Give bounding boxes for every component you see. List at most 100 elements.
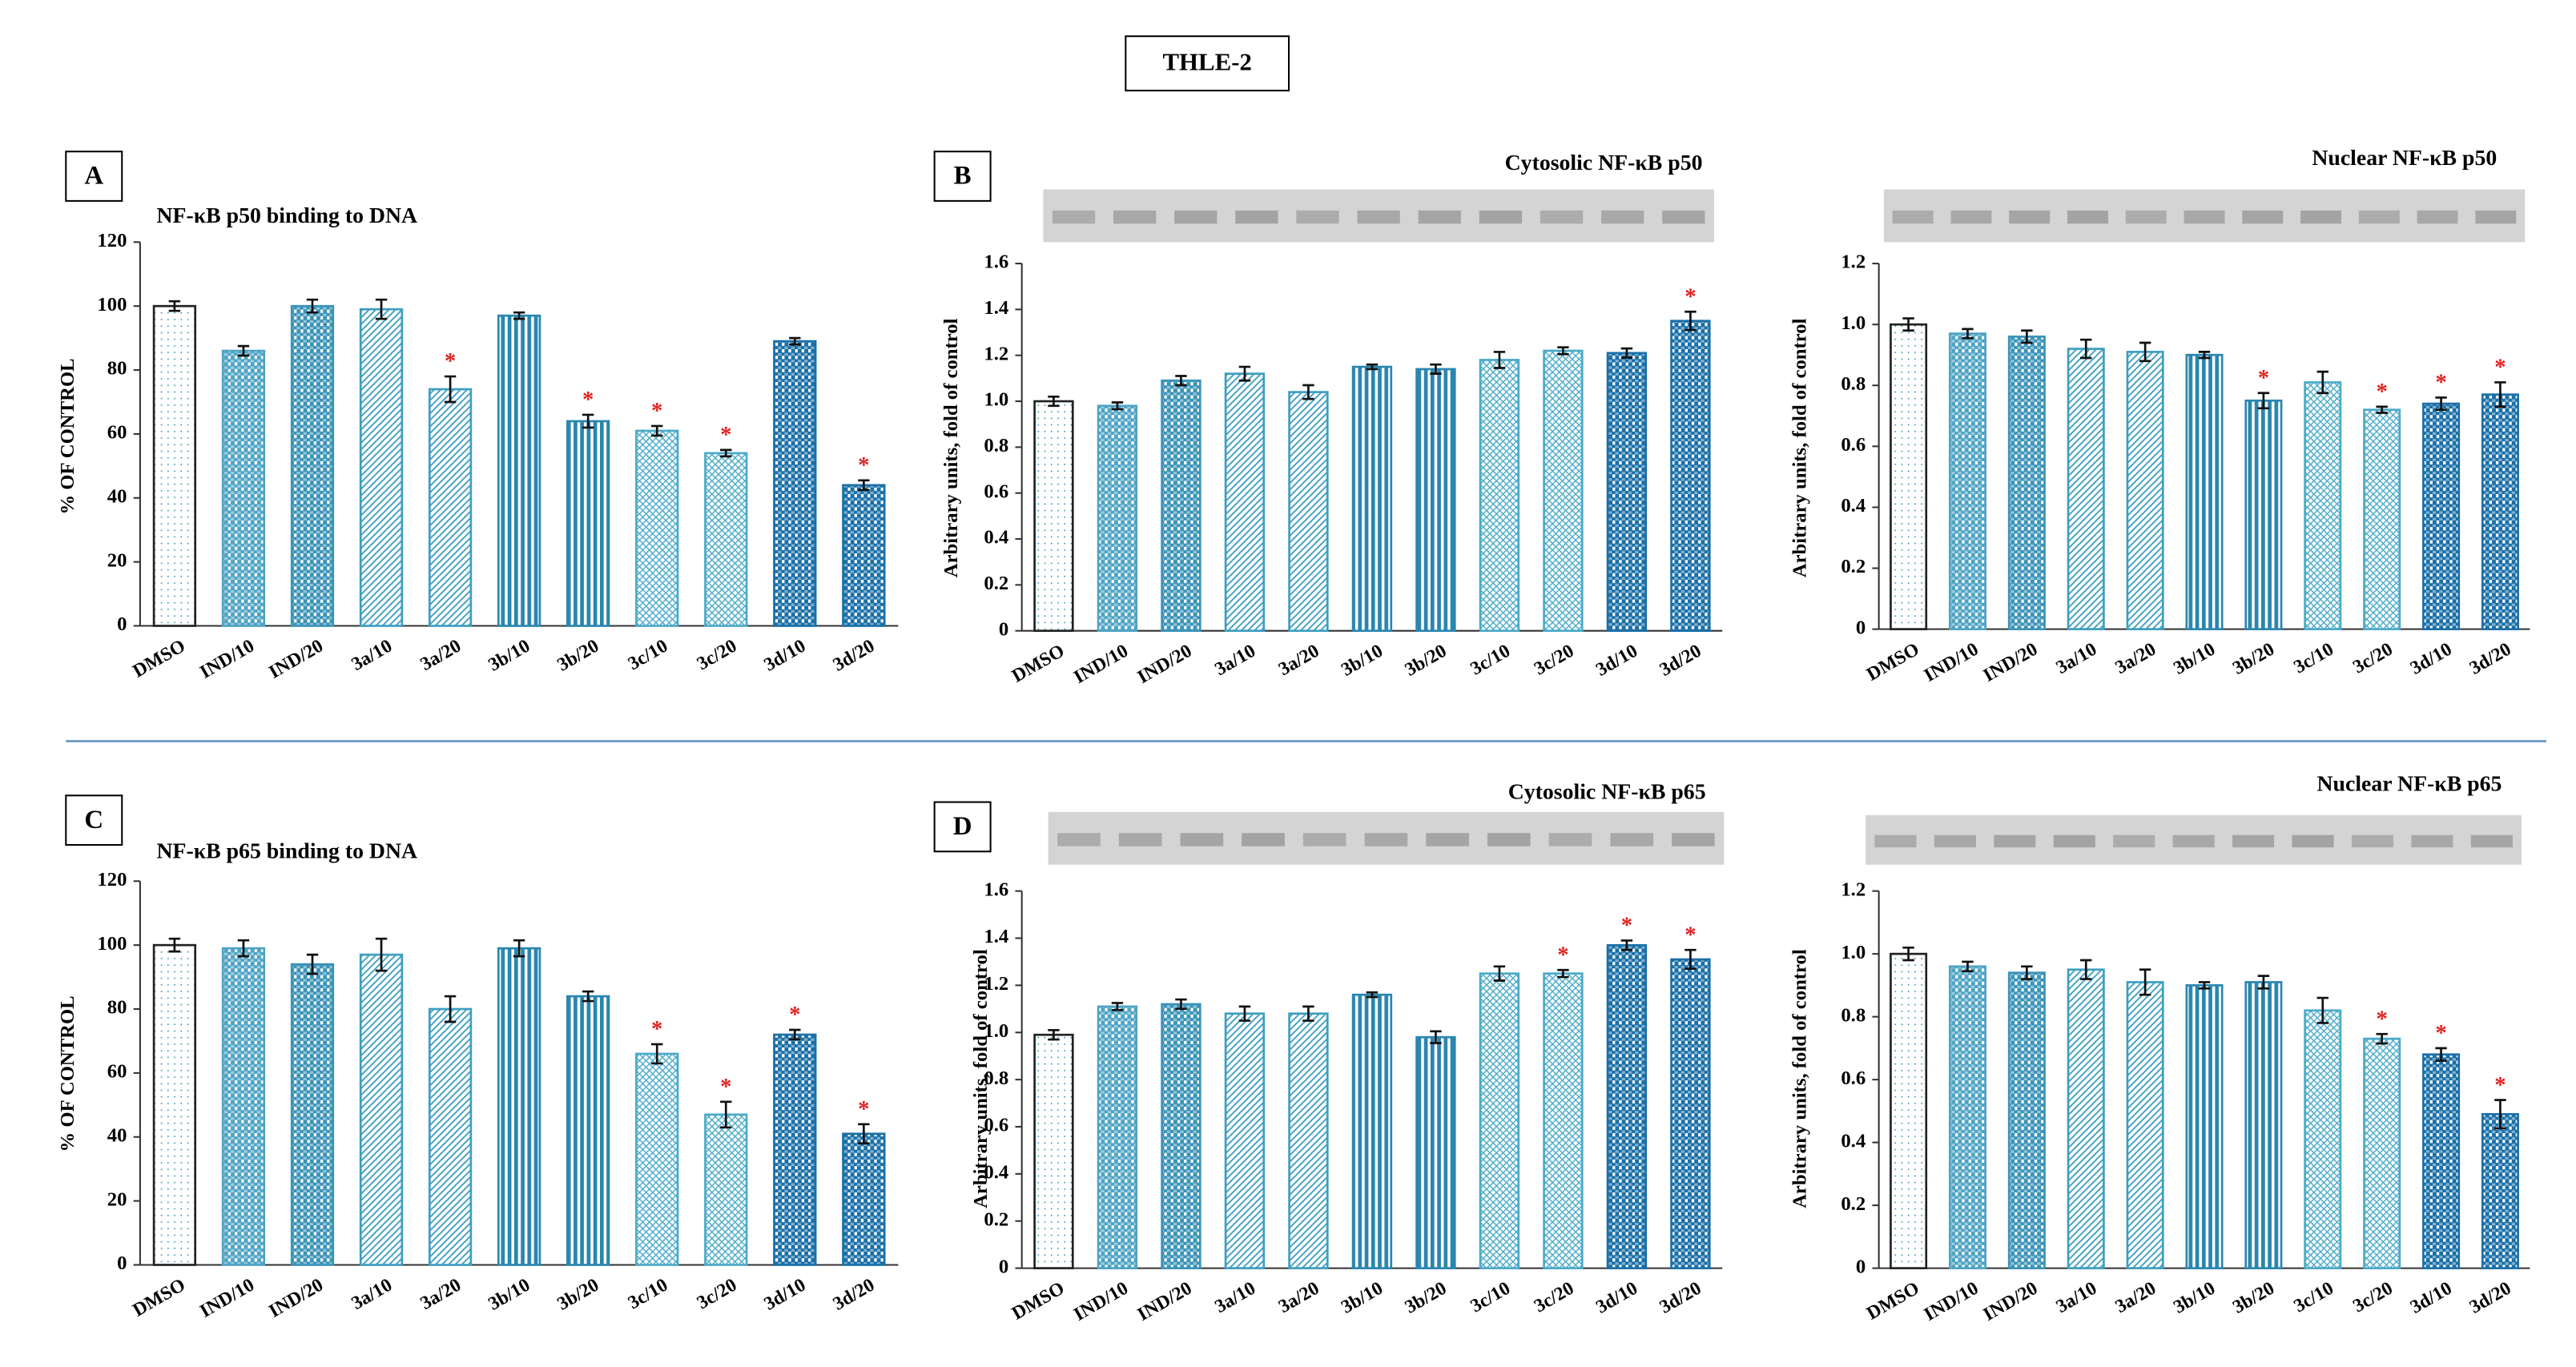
y-tick-label: 0 bbox=[117, 1252, 127, 1274]
y-tick-label: 60 bbox=[107, 422, 127, 444]
significance-mark: * bbox=[2494, 355, 2506, 380]
error-bar bbox=[1430, 1030, 1442, 1044]
significance-mark: * bbox=[789, 1002, 800, 1027]
y-tick-label: 0.8 bbox=[984, 1067, 1008, 1089]
significance-mark: * bbox=[651, 1016, 662, 1042]
bar bbox=[1097, 1005, 1138, 1269]
error-bar bbox=[1902, 317, 1914, 332]
bar bbox=[1033, 1033, 1074, 1269]
bar bbox=[1606, 352, 1648, 633]
x-tick-label: 3a/20 bbox=[417, 1275, 465, 1314]
significance-mark: * bbox=[2258, 365, 2269, 391]
x-tick-label: DMSO bbox=[130, 1275, 189, 1321]
y-tick-label: 0.8 bbox=[984, 435, 1008, 456]
y-axis-label: Arbitrary units, fold of control bbox=[1789, 318, 1811, 577]
error-bar bbox=[2080, 959, 2092, 980]
significance-mark: * bbox=[445, 348, 456, 374]
bar bbox=[2185, 984, 2224, 1269]
x-tick-label: 3d/10 bbox=[1592, 641, 1641, 681]
error-bar bbox=[1302, 1005, 1314, 1022]
bar bbox=[1479, 972, 1520, 1269]
y-tick-label: 0.8 bbox=[1841, 1004, 1866, 1026]
error-bar bbox=[2139, 341, 2151, 363]
bar bbox=[2422, 1053, 2461, 1269]
error-bar bbox=[306, 953, 319, 975]
panel-label: B bbox=[954, 162, 972, 191]
bar bbox=[2363, 408, 2401, 630]
y-tick-label: 1.6 bbox=[984, 878, 1008, 900]
bar bbox=[635, 429, 679, 627]
blot-band bbox=[2067, 210, 2108, 224]
blot-band bbox=[1934, 834, 1976, 848]
y-axis-label: % OF CONTROL bbox=[57, 995, 78, 1152]
bar bbox=[2481, 393, 2519, 630]
bar bbox=[2244, 399, 2283, 630]
bar bbox=[359, 953, 404, 1266]
bar bbox=[1890, 323, 1928, 630]
significance-mark: * bbox=[1557, 942, 1568, 967]
x-tick-label: 3b/20 bbox=[2229, 639, 2278, 679]
y-tick-label: 60 bbox=[107, 1061, 127, 1083]
x-tick-label: DMSO bbox=[130, 636, 189, 682]
significance-mark: * bbox=[2494, 1072, 2506, 1098]
y-tick-label: 1.2 bbox=[1841, 878, 1866, 900]
significance-mark: * bbox=[651, 398, 662, 424]
blot-band bbox=[1242, 833, 1285, 846]
error-bar bbox=[1684, 310, 1697, 332]
blot-band bbox=[2411, 834, 2453, 848]
x-tick-label: DMSO bbox=[1863, 1278, 1922, 1325]
x-tick-label: 3c/20 bbox=[2349, 1278, 2397, 1317]
x-tick-label: IND/10 bbox=[1070, 641, 1132, 688]
blot-band bbox=[1113, 210, 1157, 224]
bar bbox=[704, 1113, 748, 1266]
error-bar bbox=[2080, 338, 2092, 360]
bar bbox=[1351, 993, 1393, 1269]
x-tick-label: IND/20 bbox=[1134, 1278, 1196, 1325]
significance-mark: * bbox=[720, 1074, 731, 1100]
bar bbox=[290, 963, 335, 1266]
x-tick-label: IND/20 bbox=[265, 636, 327, 683]
y-tick-label: 0 bbox=[999, 1256, 1008, 1277]
error-bar bbox=[582, 413, 594, 429]
error-bar bbox=[1048, 1028, 1060, 1041]
x-tick-label: 3b/10 bbox=[1338, 641, 1387, 681]
error-bar bbox=[2435, 396, 2447, 412]
error-bar bbox=[1175, 375, 1187, 387]
bar bbox=[1670, 320, 1711, 633]
x-tick-label: 3d/20 bbox=[2466, 1278, 2515, 1318]
error-bar bbox=[2316, 370, 2328, 395]
x-tick-label: 3c/10 bbox=[625, 636, 672, 675]
bar bbox=[1415, 368, 1456, 633]
y-axis-label: Arbitrary units, fold of control bbox=[940, 318, 962, 577]
panel-box bbox=[65, 794, 123, 846]
x-tick-label: 3b/20 bbox=[1402, 1278, 1451, 1318]
bar bbox=[1479, 359, 1520, 633]
bar bbox=[1890, 952, 1928, 1269]
y-tick-label: 1.2 bbox=[984, 973, 1008, 995]
blot-band bbox=[2358, 210, 2400, 224]
error-bar bbox=[1430, 363, 1442, 375]
x-tick-label: 3a/20 bbox=[1275, 1278, 1323, 1317]
error-bar bbox=[2257, 975, 2270, 990]
y-tick-label: 120 bbox=[97, 869, 127, 891]
blot-band bbox=[1892, 210, 1934, 224]
blot-band bbox=[2475, 210, 2517, 224]
error-bar bbox=[513, 311, 525, 320]
blot-band bbox=[1672, 833, 1715, 846]
x-tick-label: 3b/10 bbox=[1338, 1278, 1387, 1318]
blot-band bbox=[2300, 210, 2342, 224]
bar bbox=[842, 1132, 886, 1266]
bar bbox=[2185, 353, 2224, 630]
panel-label: A bbox=[84, 162, 103, 191]
y-tick-label: 120 bbox=[97, 230, 127, 251]
error-bar bbox=[582, 990, 594, 1003]
y-tick-label: 0.4 bbox=[984, 527, 1008, 549]
y-tick-label: 0 bbox=[1856, 1256, 1866, 1277]
bar bbox=[2126, 351, 2164, 630]
x-tick-label: DMSO bbox=[1008, 1278, 1068, 1325]
x-tick-label: 3a/10 bbox=[2053, 639, 2101, 678]
blot-band bbox=[1548, 833, 1592, 846]
blot-band bbox=[2470, 834, 2513, 848]
error-bar bbox=[720, 448, 732, 458]
bar bbox=[1670, 958, 1711, 1269]
